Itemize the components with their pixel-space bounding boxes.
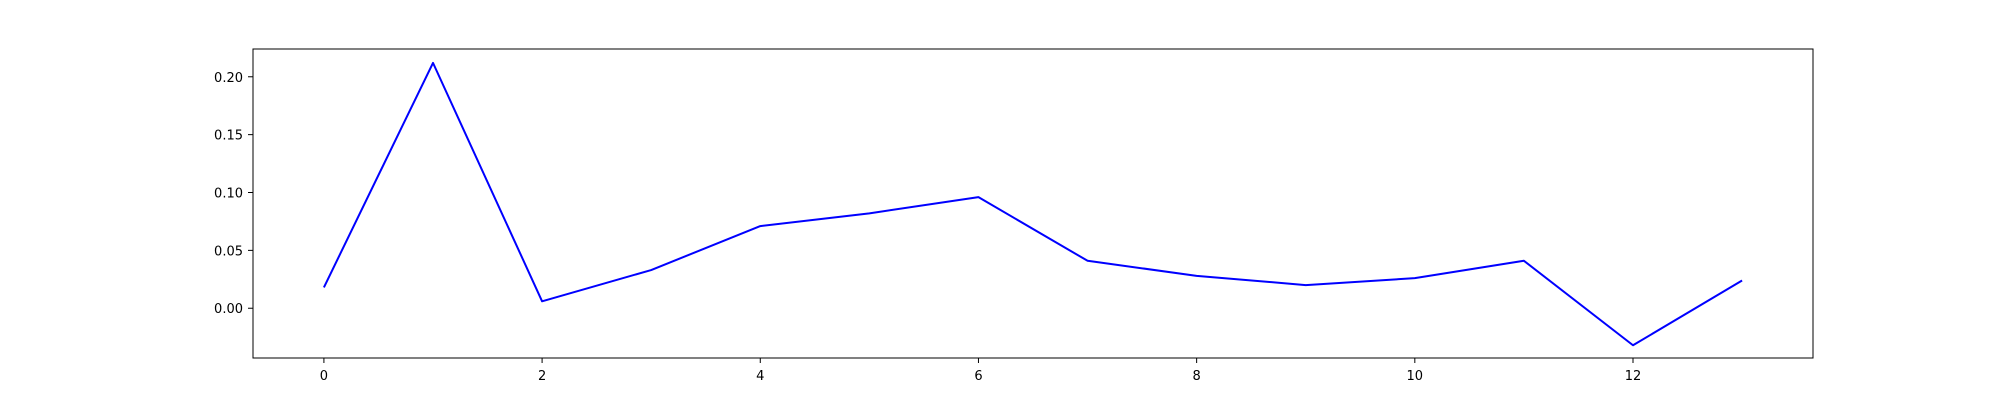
x-tick-label: 2	[538, 369, 546, 384]
x-tick-label: 0	[320, 369, 328, 384]
plot-area	[252, 48, 1814, 359]
x-tick-label: 10	[1407, 369, 1424, 384]
y-axis: 0.00 0.05 0.10 0.15 0.20	[214, 71, 253, 317]
plot-frame	[252, 48, 1814, 359]
x-tick-label: 6	[974, 369, 982, 384]
y-tick-label: 0.15	[214, 129, 243, 144]
y-tick-label: 0.05	[214, 244, 243, 259]
series-layer	[323, 61, 1743, 347]
x-axis: 0 2 4 6 8 10 12	[320, 358, 1642, 384]
y-tick-label: 0.10	[214, 187, 243, 202]
x-tick-label: 8	[1192, 369, 1200, 384]
series-line-0	[323, 61, 1743, 347]
y-tick-label: 0.00	[214, 302, 243, 317]
x-tick-label: 12	[1625, 369, 1642, 384]
y-tick-label: 0.20	[214, 71, 243, 86]
x-tick-label: 4	[756, 369, 764, 384]
